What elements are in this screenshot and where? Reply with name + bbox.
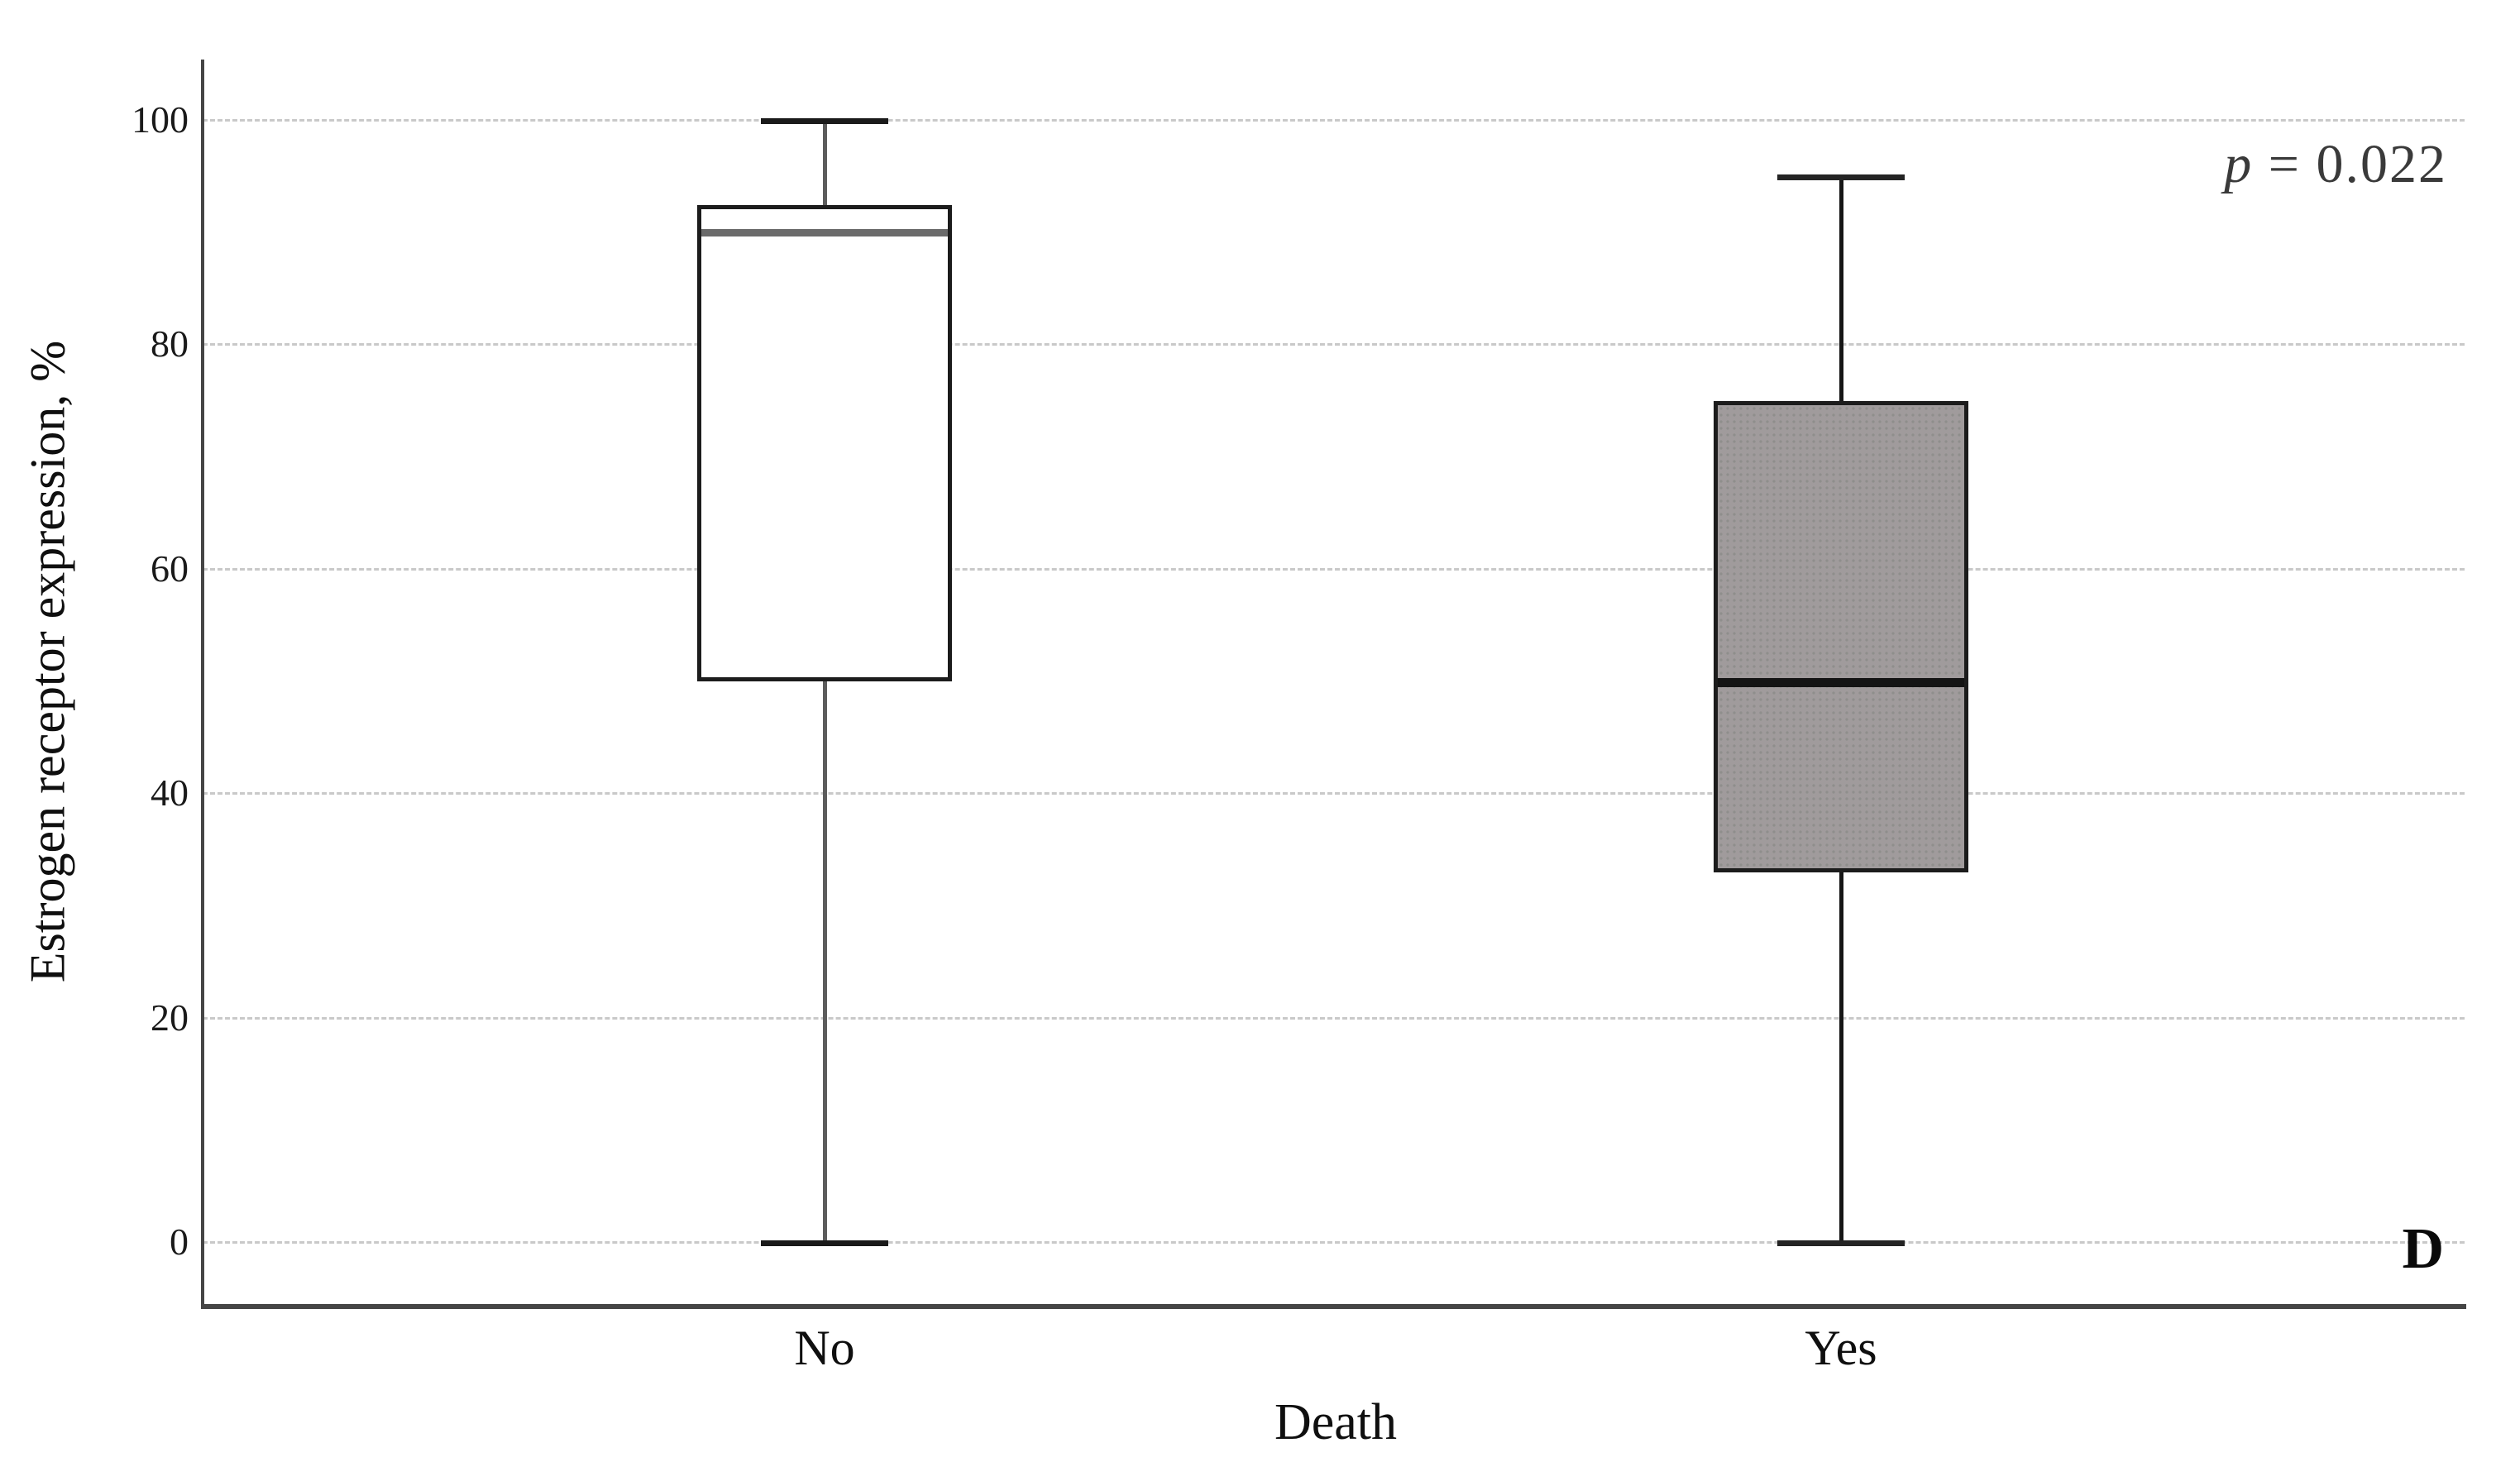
x-axis-line (201, 1304, 2466, 1309)
y-axis-line (201, 60, 204, 1307)
gridline-80 (203, 343, 2465, 346)
whisker-cap-top (1777, 174, 1905, 180)
box-no (697, 204, 952, 682)
box-yes (1714, 401, 1968, 873)
median-line-yes (1718, 677, 1964, 687)
x-axis-title: Death (1274, 1394, 1398, 1450)
x-category-label: No (794, 1321, 855, 1375)
panel-label: D (2402, 1217, 2444, 1281)
whisker-cap-bottom (761, 1240, 888, 1246)
p-value-annotation: p = 0.022 (2224, 132, 2447, 197)
gridline-20 (203, 1016, 2465, 1020)
y-axis-title: Estrogen receptor expression, % (20, 340, 75, 983)
y-tick-label: 100 (131, 98, 189, 141)
whisker-cap-top (761, 118, 888, 124)
median-line-no (701, 228, 948, 236)
y-tick-label: 20 (151, 996, 189, 1039)
gridline-0 (203, 1241, 2465, 1244)
p-value-text: = 0.022 (2253, 134, 2447, 194)
whisker-line (823, 121, 827, 1243)
y-tick-label: 60 (151, 547, 189, 590)
p-symbol: p (2224, 134, 2254, 194)
y-tick-label: 40 (151, 772, 189, 815)
x-category-label: Yes (1805, 1321, 1877, 1375)
y-tick-label: 0 (170, 1221, 189, 1263)
gridline-60 (203, 567, 2465, 571)
y-tick-label: 80 (151, 322, 189, 365)
gridline-40 (203, 792, 2465, 795)
gridline-100 (203, 119, 2465, 122)
whisker-cap-bottom (1777, 1240, 1905, 1246)
